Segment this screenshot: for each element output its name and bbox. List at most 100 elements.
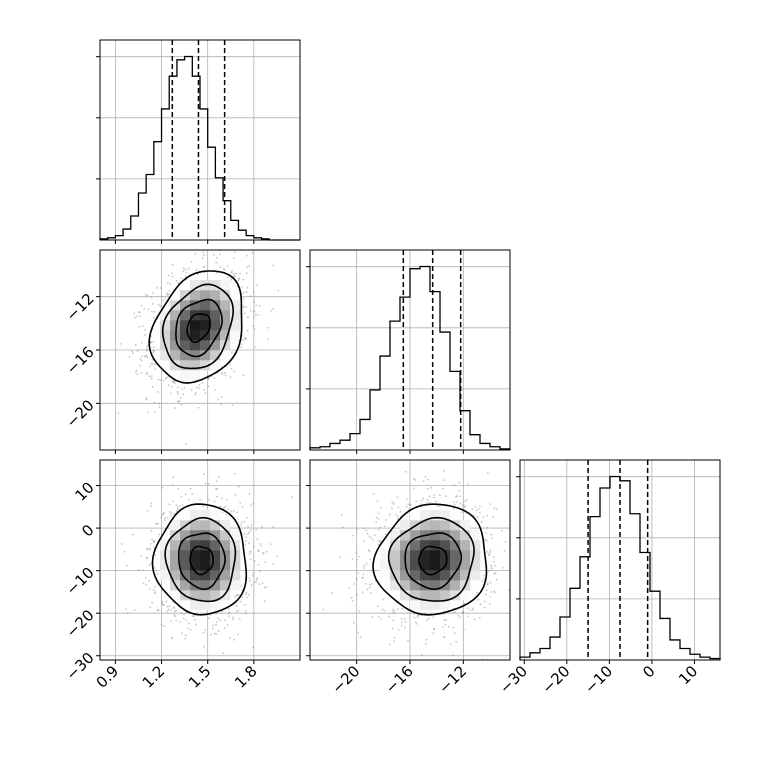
sample-point <box>401 607 404 610</box>
sample-point <box>490 591 493 593</box>
sample-point <box>202 266 205 269</box>
sample-point <box>178 621 181 623</box>
density-cell <box>180 510 191 521</box>
sample-point <box>150 377 153 380</box>
sample-point <box>155 522 158 525</box>
histogram-1 <box>309 265 511 450</box>
sample-point <box>171 636 173 639</box>
sample-point <box>233 472 236 475</box>
sample-point <box>409 504 411 507</box>
sample-point <box>443 469 445 472</box>
sample-point <box>155 523 158 525</box>
sample-point <box>379 526 382 529</box>
sample-point <box>227 612 230 615</box>
sample-point <box>236 593 239 596</box>
sample-point <box>224 619 227 622</box>
sample-point <box>368 535 371 538</box>
sample-point <box>235 604 238 607</box>
sample-point <box>148 365 151 368</box>
density-cell <box>210 520 221 531</box>
sample-point <box>383 525 386 528</box>
sample-point <box>242 374 245 377</box>
density-cell <box>210 550 221 561</box>
sample-point <box>161 602 164 605</box>
sample-point <box>230 278 233 281</box>
sample-point <box>427 478 429 481</box>
density-cell <box>410 530 421 541</box>
density-cell <box>390 580 401 591</box>
sample-point <box>245 593 247 596</box>
sample-point <box>151 601 154 604</box>
sample-point <box>371 615 374 618</box>
sample-point <box>161 514 164 516</box>
sample-point <box>160 287 162 289</box>
sample-point <box>173 607 176 609</box>
sample-point <box>254 346 257 349</box>
sample-point <box>504 540 507 543</box>
panel-frame <box>99 459 301 661</box>
panel-frame <box>519 459 721 661</box>
sample-point <box>228 611 231 614</box>
sample-point <box>168 604 171 607</box>
sample-point <box>247 316 249 318</box>
sample-point <box>143 334 146 336</box>
sample-point <box>377 540 380 543</box>
sample-point <box>157 378 160 381</box>
density-cell <box>400 570 411 581</box>
sample-point <box>143 308 146 310</box>
sample-point <box>375 521 378 524</box>
density-cell <box>410 560 421 571</box>
sample-point <box>424 475 427 478</box>
sample-point <box>152 316 155 319</box>
density-cell <box>180 320 191 331</box>
sample-point <box>203 254 206 257</box>
y-tick-label: −12 <box>63 290 98 325</box>
sample-point <box>176 510 178 513</box>
sample-point <box>195 623 198 626</box>
density-cell <box>410 550 421 561</box>
sample-point <box>156 609 159 611</box>
density-cell <box>410 590 421 601</box>
sample-point <box>117 412 120 415</box>
sample-point <box>182 267 185 270</box>
sample-point <box>141 359 143 362</box>
sample-point <box>149 543 152 545</box>
sample-point <box>380 618 382 620</box>
sample-point <box>489 549 492 552</box>
sample-point <box>149 341 152 344</box>
density-cell <box>450 540 461 551</box>
sample-point <box>168 274 170 277</box>
sample-point <box>198 383 201 386</box>
sample-point <box>265 550 268 553</box>
sample-point <box>221 248 223 250</box>
sample-point <box>363 564 366 567</box>
sample-point <box>140 305 143 307</box>
sample-point <box>248 577 251 580</box>
sample-point <box>252 572 255 575</box>
sample-point <box>358 555 360 558</box>
sample-point <box>145 398 148 401</box>
sample-point <box>177 392 180 395</box>
sample-point <box>196 273 199 276</box>
sample-point <box>272 526 274 528</box>
sample-point <box>166 292 168 295</box>
density-cell <box>190 510 201 521</box>
sample-point <box>255 304 258 307</box>
density-cell <box>440 600 451 611</box>
sample-point <box>441 626 444 628</box>
density-cell <box>380 570 391 581</box>
sample-point <box>255 581 257 584</box>
sample-point <box>203 389 205 391</box>
sample-point <box>160 516 162 519</box>
density-cell <box>210 290 221 301</box>
density-cell <box>410 540 421 551</box>
sample-point <box>172 476 175 479</box>
sample-point <box>156 572 159 575</box>
density-cell <box>190 330 201 341</box>
density-cell <box>210 320 221 331</box>
sample-point <box>479 505 481 508</box>
sample-point <box>420 503 422 505</box>
sample-point <box>157 303 160 306</box>
sample-point <box>207 482 210 485</box>
sample-point <box>180 611 183 614</box>
